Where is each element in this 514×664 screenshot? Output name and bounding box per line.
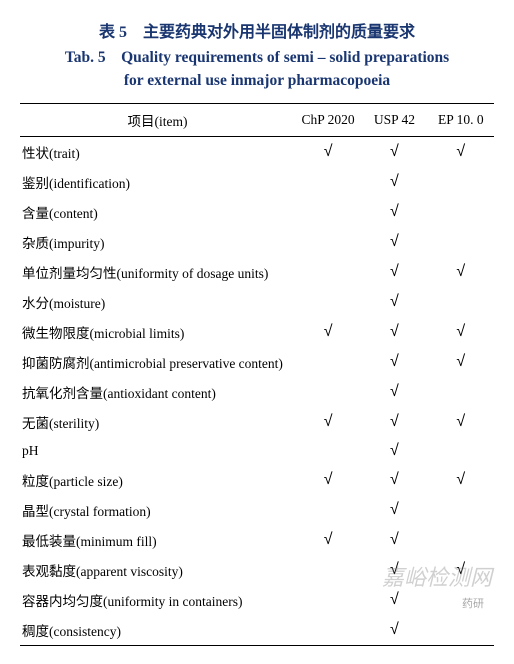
item-label: 含量(content) <box>20 197 295 227</box>
check-cell-col1 <box>295 585 361 615</box>
header-col1: ChP 2020 <box>295 103 361 136</box>
table-row: 抑菌防腐剂(antimicrobial preservative content… <box>20 347 494 377</box>
table-row: 稠度(consistency) √ <box>20 615 494 646</box>
table-row: 水分(moisture) √ <box>20 287 494 317</box>
check-cell-col2: √ <box>361 495 427 525</box>
item-label: 表观黏度(apparent viscosity) <box>20 555 295 585</box>
item-label: 容器内均匀度(uniformity in containers) <box>20 585 295 615</box>
check-cell-col1: √ <box>295 465 361 495</box>
check-cell-col1 <box>295 495 361 525</box>
check-cell-col2: √ <box>361 437 427 465</box>
check-cell-col3 <box>428 167 494 197</box>
item-label: pH <box>20 437 295 465</box>
table-row: 鉴别(identification) √ <box>20 167 494 197</box>
header-row: 项目(item) ChP 2020 USP 42 EP 10. 0 <box>20 103 494 136</box>
check-cell-col1 <box>295 257 361 287</box>
check-cell-col3: √ <box>428 465 494 495</box>
caption-en-line1: Tab. 5 Quality requirements of semi – so… <box>65 49 449 66</box>
check-cell-col1: √ <box>295 136 361 167</box>
check-cell-col2: √ <box>361 136 427 167</box>
check-cell-col1 <box>295 437 361 465</box>
item-label: 鉴别(identification) <box>20 167 295 197</box>
table-row: 粒度(particle size)√√√ <box>20 465 494 495</box>
caption-en-line2: for external use inmajor pharmacopoeia <box>124 72 390 89</box>
header-col3: EP 10. 0 <box>428 103 494 136</box>
table-row: 单位剂量均匀性(uniformity of dosage units) √√ <box>20 257 494 287</box>
item-label: 稠度(consistency) <box>20 615 295 646</box>
check-cell-col2: √ <box>361 585 427 615</box>
check-cell-col3 <box>428 615 494 646</box>
check-cell-col1: √ <box>295 407 361 437</box>
check-cell-col3 <box>428 525 494 555</box>
check-cell-col2: √ <box>361 197 427 227</box>
check-cell-col2: √ <box>361 377 427 407</box>
check-cell-col2: √ <box>361 555 427 585</box>
table-row: 容器内均匀度(uniformity in containers) √ <box>20 585 494 615</box>
check-cell-col2: √ <box>361 257 427 287</box>
table-row: 无菌(sterility)√√√ <box>20 407 494 437</box>
table-row: 最低装量(minimum fill)√√ <box>20 525 494 555</box>
check-cell-col1 <box>295 167 361 197</box>
caption-cn: 表 5 主要药典对外用半固体制剂的质量要求 <box>20 18 494 42</box>
item-label: 晶型(crystal formation) <box>20 495 295 525</box>
check-cell-col3 <box>428 585 494 615</box>
item-label: 单位剂量均匀性(uniformity of dosage units) <box>20 257 295 287</box>
check-cell-col2: √ <box>361 317 427 347</box>
table-row: 含量(content) √ <box>20 197 494 227</box>
check-cell-col2: √ <box>361 347 427 377</box>
table-row: 抗氧化剂含量(antioxidant content) √ <box>20 377 494 407</box>
table-body: 性状(trait)√√√鉴别(identification)√含量(conten… <box>20 136 494 645</box>
check-cell-col2: √ <box>361 615 427 646</box>
item-label: 最低装量(minimum fill) <box>20 525 295 555</box>
check-cell-col2: √ <box>361 465 427 495</box>
check-cell-col3: √ <box>428 555 494 585</box>
quality-table: 项目(item) ChP 2020 USP 42 EP 10. 0 性状(tra… <box>20 103 494 646</box>
check-cell-col2: √ <box>361 407 427 437</box>
item-label: 无菌(sterility) <box>20 407 295 437</box>
check-cell-col3 <box>428 227 494 257</box>
caption-en: Tab. 5 Quality requirements of semi – so… <box>20 46 494 93</box>
check-cell-col1 <box>295 347 361 377</box>
check-cell-col3: √ <box>428 136 494 167</box>
table-row: pH √ <box>20 437 494 465</box>
check-cell-col1: √ <box>295 525 361 555</box>
check-cell-col3 <box>428 377 494 407</box>
item-label: 粒度(particle size) <box>20 465 295 495</box>
check-cell-col1 <box>295 377 361 407</box>
check-cell-col1 <box>295 555 361 585</box>
check-cell-col2: √ <box>361 167 427 197</box>
check-cell-col3: √ <box>428 407 494 437</box>
check-cell-col3 <box>428 287 494 317</box>
check-cell-col3 <box>428 495 494 525</box>
check-cell-col1 <box>295 227 361 257</box>
table-row: 杂质(impurity) √ <box>20 227 494 257</box>
check-cell-col1: √ <box>295 317 361 347</box>
table-row: 微生物限度(microbial limits)√√√ <box>20 317 494 347</box>
check-cell-col1 <box>295 197 361 227</box>
check-cell-col3: √ <box>428 257 494 287</box>
check-cell-col3 <box>428 437 494 465</box>
item-label: 性状(trait) <box>20 136 295 167</box>
check-cell-col2: √ <box>361 287 427 317</box>
header-col2: USP 42 <box>361 103 427 136</box>
table-row: 性状(trait)√√√ <box>20 136 494 167</box>
item-label: 抗氧化剂含量(antioxidant content) <box>20 377 295 407</box>
check-cell-col3: √ <box>428 317 494 347</box>
header-item: 项目(item) <box>20 103 295 136</box>
check-cell-col2: √ <box>361 525 427 555</box>
table-row: 表观黏度(apparent viscosity) √√ <box>20 555 494 585</box>
check-cell-col3: √ <box>428 347 494 377</box>
check-cell-col2: √ <box>361 227 427 257</box>
table-row: 晶型(crystal formation) √ <box>20 495 494 525</box>
check-cell-col1 <box>295 287 361 317</box>
item-label: 杂质(impurity) <box>20 227 295 257</box>
item-label: 水分(moisture) <box>20 287 295 317</box>
check-cell-col3 <box>428 197 494 227</box>
check-cell-col1 <box>295 615 361 646</box>
item-label: 微生物限度(microbial limits) <box>20 317 295 347</box>
item-label: 抑菌防腐剂(antimicrobial preservative content… <box>20 347 295 377</box>
